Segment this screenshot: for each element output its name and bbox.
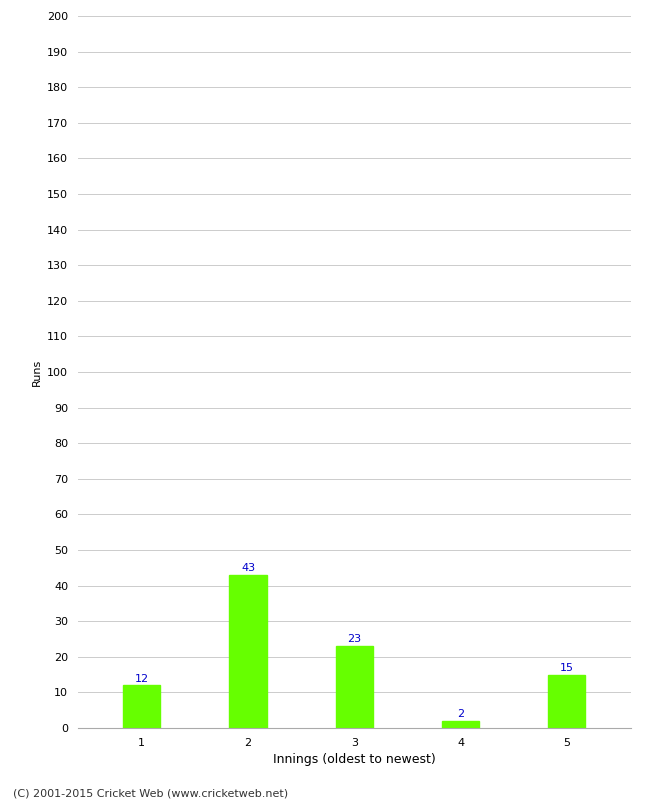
Bar <box>335 646 373 728</box>
Text: 12: 12 <box>135 674 149 683</box>
Text: 2: 2 <box>457 709 464 719</box>
Bar <box>123 686 161 728</box>
Bar <box>548 674 586 728</box>
X-axis label: Innings (oldest to newest): Innings (oldest to newest) <box>273 754 436 766</box>
Text: 15: 15 <box>560 663 574 673</box>
Text: 23: 23 <box>347 634 361 644</box>
Text: (C) 2001-2015 Cricket Web (www.cricketweb.net): (C) 2001-2015 Cricket Web (www.cricketwe… <box>13 788 288 798</box>
Bar <box>229 575 266 728</box>
Bar <box>442 721 479 728</box>
Text: 43: 43 <box>241 563 255 573</box>
Y-axis label: Runs: Runs <box>32 358 42 386</box>
